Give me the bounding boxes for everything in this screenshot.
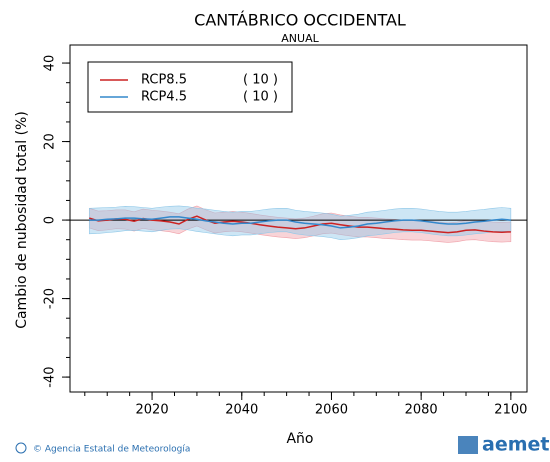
legend: RCP8.5 ( 10 ) RCP4.5 ( 10 ) xyxy=(87,61,293,113)
y-axis-label: Cambio de nubosidad total (%) xyxy=(14,111,30,329)
x-axis-label: Año xyxy=(286,431,313,447)
logo-icon xyxy=(458,436,478,454)
y-tick-label: -20 xyxy=(43,288,58,309)
legend-count: ( 10 ) xyxy=(243,73,278,88)
y-tick-label: 20 xyxy=(43,133,58,150)
y-tick-label: 40 xyxy=(43,55,58,72)
x-tick-label: 2060 xyxy=(315,403,348,418)
y-tick-label: 0 xyxy=(43,216,58,224)
y-tick-label: -40 xyxy=(43,366,58,387)
series-line xyxy=(89,215,511,234)
chart-title: CANTÁBRICO OCCIDENTAL xyxy=(194,11,406,30)
footer-icon xyxy=(15,442,27,454)
footer: © Agencia Estatal de Meteorología xyxy=(33,445,190,455)
logo-text: aemet xyxy=(482,434,549,456)
x-tick-label: 2040 xyxy=(225,403,258,418)
chart-subtitle: ANUAL xyxy=(281,32,319,45)
x-tick-label: 2100 xyxy=(494,403,527,418)
x-tick-label: 2020 xyxy=(136,403,169,418)
x-tick-label: 2080 xyxy=(405,403,438,418)
legend-label: RCP8.5 xyxy=(141,73,187,88)
uncertainty-band xyxy=(88,205,512,243)
legend-label: RCP4.5 xyxy=(141,90,187,105)
plot-frame xyxy=(69,44,528,393)
logo: aemet xyxy=(458,434,549,456)
legend-box xyxy=(87,61,293,113)
series-line xyxy=(89,216,511,229)
legend-count: ( 10 ) xyxy=(243,90,278,105)
